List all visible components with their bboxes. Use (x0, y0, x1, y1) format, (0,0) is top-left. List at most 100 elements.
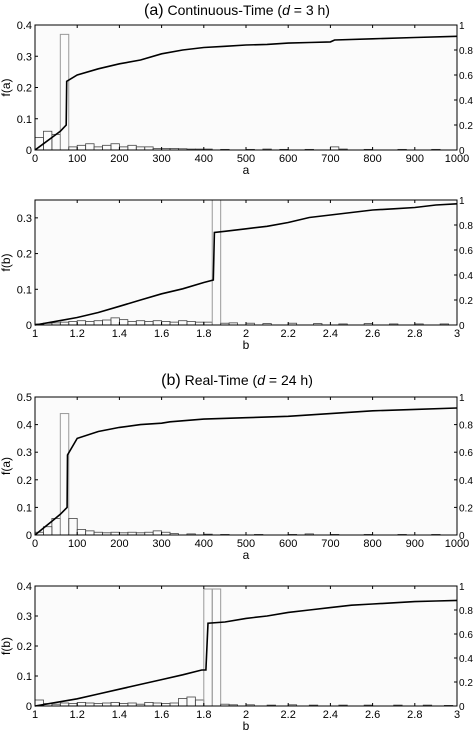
x-tick-label: 1.6 (154, 709, 169, 721)
x-tick-label: 500 (237, 538, 255, 550)
x-tick-label: 100 (68, 153, 86, 165)
y2-tick-label: 0 (459, 702, 465, 713)
x-tick-label: 2.8 (407, 709, 422, 721)
x-tick-label: 1.8 (196, 709, 211, 721)
x-axis-label: b (243, 338, 250, 352)
x-tick-label: 1000 (445, 153, 469, 165)
y-axis-label: f(b) (0, 637, 13, 655)
x-tick-label: 2 (243, 328, 249, 340)
x-tick-label: 1.6 (154, 328, 169, 340)
y-tick-label: 0.2 (17, 249, 32, 261)
y-tick-label: 0 (26, 145, 32, 157)
y-tick-label: 0.2 (17, 475, 32, 487)
x-tick-label: 400 (195, 538, 213, 550)
x-tick-label: 300 (152, 538, 170, 550)
x-tick-label: 700 (321, 538, 339, 550)
x-tick-label: 1.8 (196, 328, 211, 340)
x-axis-label: a (243, 548, 250, 562)
x-tick-label: 2.8 (407, 328, 422, 340)
x-tick-label: 200 (110, 153, 128, 165)
section-a-label: (a) (144, 2, 164, 19)
section-a-title-rest: = 3 h) (289, 2, 330, 18)
chart-panel-a-bottom: 1 1.2 1.4 1.6 1.8 2 2.2 2.4 2.6 2.8 300.10.20.300.… (0, 196, 473, 352)
x-tick-label: 200 (110, 538, 128, 550)
y-tick-label: 0.4 (17, 20, 32, 32)
x-tick-label: 300 (152, 153, 170, 165)
chart-panel-b-top: 0 100 200 300 400 500 600 700 800 900 100000.10.20… (0, 392, 473, 562)
y2-tick-label: 0.8 (459, 46, 473, 57)
plot-area (35, 586, 457, 706)
y-tick-label: 0 (26, 320, 32, 332)
y2-tick-label: 1 (459, 21, 465, 32)
y-tick-label: 0.3 (17, 611, 32, 623)
x-tick-label: 2.4 (323, 709, 338, 721)
y2-tick-label: 0 (459, 531, 465, 542)
y-tick-label: 0.1 (17, 114, 32, 126)
y-axis-label: f(a) (0, 78, 13, 96)
y2-tick-label: 0.4 (459, 654, 473, 665)
y2-tick-label: 0.6 (459, 448, 473, 459)
y-tick-label: 0.2 (17, 83, 32, 95)
x-tick-label: 0 (32, 153, 38, 165)
y2-tick-label: 1 (459, 582, 465, 593)
section-b-title-main: Real-Time ( (184, 372, 258, 388)
y2-tick-label: 0.6 (459, 630, 473, 641)
y2-tick-label: 0.4 (459, 96, 473, 107)
y-tick-label: 0.4 (17, 581, 32, 593)
x-tick-label: 1 (32, 328, 38, 340)
y2-tick-label: 1 (459, 393, 465, 404)
x-tick-label: 500 (237, 153, 255, 165)
y2-tick-label: 0.2 (459, 121, 473, 132)
y2-tick-label: 0.6 (459, 71, 473, 82)
section-b-title-var: d (257, 372, 265, 388)
cdf-line (34, 35, 458, 151)
section-a-title-main: Continuous-Time ( (167, 2, 283, 18)
x-axis-label: b (243, 719, 250, 733)
x-tick-label: 2.6 (365, 709, 380, 721)
x-tick-label: 0 (32, 538, 38, 550)
x-tick-label: 700 (321, 153, 339, 165)
y-tick-label: 0.1 (17, 502, 32, 514)
x-tick-label: 400 (195, 153, 213, 165)
y2-tick-label: 0 (459, 146, 465, 157)
section-a-title-var: d (282, 2, 290, 18)
x-axis-label: a (243, 163, 250, 177)
y-axis-label: f(b) (0, 253, 13, 271)
section-b-title-rest: = 24 h) (264, 372, 313, 388)
y2-tick-label: 0.4 (459, 476, 473, 487)
section-a-title: (a) Continuous-Time (d = 3 h) (0, 2, 474, 20)
y-axis-label: f(a) (0, 457, 13, 475)
x-tick-label: 1.2 (70, 328, 85, 340)
section-b-label: (b) (161, 372, 181, 389)
x-tick-label: 2 (243, 709, 249, 721)
x-tick-label: 3 (454, 328, 460, 340)
y-tick-label: 0.2 (17, 641, 32, 653)
y-tick-label: 0.4 (17, 420, 32, 432)
y-tick-label: 0.1 (17, 671, 32, 683)
y2-tick-label: 0.8 (459, 606, 473, 617)
y2-tick-label: 0 (459, 321, 465, 332)
y2-tick-label: 0.8 (459, 421, 473, 432)
y-tick-label: 0.3 (17, 213, 32, 225)
cdf-line (34, 407, 458, 536)
plot-area (35, 25, 457, 150)
x-tick-label: 1000 (445, 538, 469, 550)
y2-tick-label: 0.2 (459, 296, 473, 307)
plot-area (35, 200, 457, 325)
x-tick-label: 1.4 (112, 328, 127, 340)
x-tick-label: 2.2 (281, 709, 296, 721)
x-tick-label: 800 (363, 538, 381, 550)
x-tick-label: 800 (363, 153, 381, 165)
x-tick-label: 3 (454, 709, 460, 721)
x-tick-label: 1 (32, 709, 38, 721)
chart-panel-b-bottom: 1 1.2 1.4 1.6 1.8 2 2.2 2.4 2.6 2.8 300.10.20.30.4… (0, 581, 473, 733)
x-tick-label: 2.6 (365, 328, 380, 340)
y-tick-label: 0.3 (17, 447, 32, 459)
y-tick-label: 0.3 (17, 51, 32, 63)
y2-tick-label: 0.6 (459, 246, 473, 257)
y2-tick-label: 0.4 (459, 271, 473, 282)
section-b-title: (b) Real-Time (d = 24 h) (0, 372, 474, 390)
y2-tick-label: 0.2 (459, 503, 473, 514)
plot-area (35, 397, 457, 535)
x-tick-label: 600 (279, 538, 297, 550)
